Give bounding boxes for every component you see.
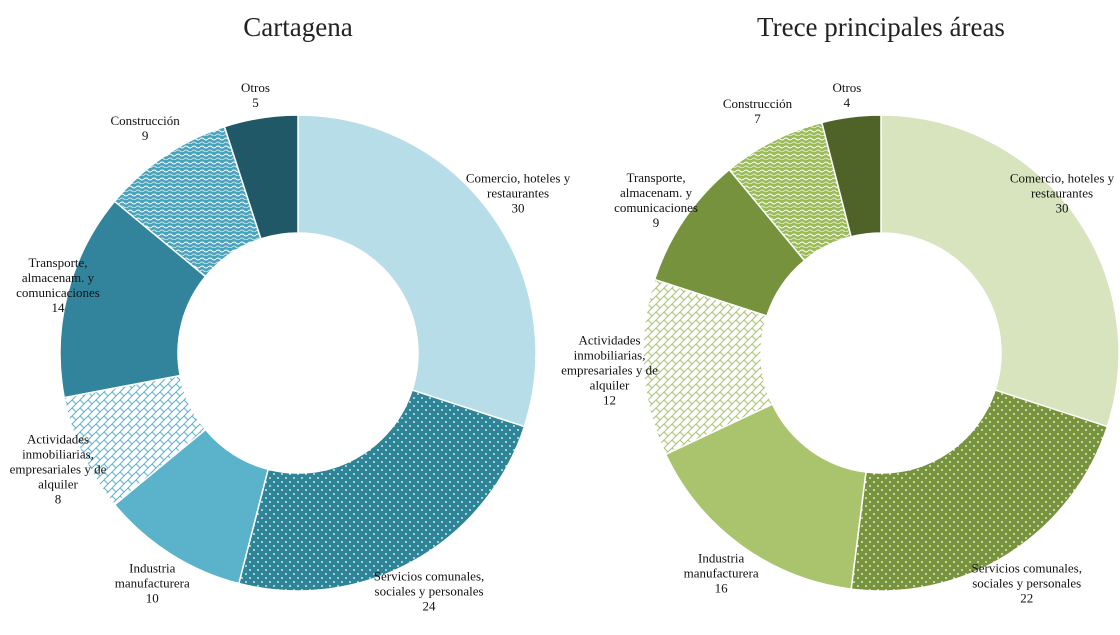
category-label: Construcción: [110, 113, 180, 129]
donut-slice: [59, 200, 207, 399]
donut-slice: [664, 403, 867, 590]
category-label: Industria manufacturera: [114, 560, 190, 591]
chart-title: Cartagena: [243, 12, 353, 42]
value-label: 5: [252, 95, 259, 110]
value-label: 30: [511, 200, 525, 216]
slice-label: Comercio, hoteles y restaurantes 30: [1006, 171, 1118, 216]
category-label: Actividades inmobiliarias, empresariales…: [9, 431, 107, 492]
chart-title: Trece principales áreas: [757, 12, 1005, 42]
slice-label: Transporte, almacenam. y comunicaciones 9: [600, 170, 712, 230]
category-label: Comercio, hoteles y restaurantes: [1009, 170, 1115, 201]
value-label: 14: [51, 300, 65, 316]
value-label: 9: [652, 215, 660, 231]
slice-label: Servicios comunales, sociales y personal…: [971, 560, 1083, 605]
donut-slice: [850, 389, 1109, 592]
slice-label: Servicios comunales, sociales y personal…: [373, 569, 485, 614]
value-label: 12: [603, 392, 617, 408]
value-label: 7: [754, 110, 761, 126]
category-label: Transporte, almacenam. y comunicaciones: [614, 170, 698, 216]
slice-label: Actividades inmobiliarias, empresariales…: [554, 333, 666, 408]
donut-slice: [880, 114, 1120, 428]
slice-label: Otros 5: [199, 80, 311, 110]
category-label: Actividades inmobiliarias, empresariales…: [561, 332, 658, 393]
category-label: Comercio, hoteles y restaurantes: [465, 170, 571, 201]
category-label: Servicios comunales, sociales y personal…: [373, 568, 485, 599]
value-label: 22: [1020, 590, 1034, 606]
slice-label: Otros 4: [791, 80, 903, 110]
donut-slice: [223, 114, 299, 240]
slice-label: Comercio, hoteles y restaurantes 30: [462, 171, 574, 216]
value-label: 9: [141, 128, 149, 144]
donut-slice: [237, 389, 526, 592]
donut-slice: [820, 114, 882, 238]
slice-label: Construcción 7: [702, 96, 814, 126]
slice-label: Industria manufacturera 16: [665, 551, 777, 596]
value-label: 30: [1055, 200, 1069, 216]
category-label: Otros: [240, 80, 270, 95]
value-label: 10: [145, 590, 159, 606]
slice-label: Industria manufacturera 10: [96, 560, 208, 605]
donut-slice: [297, 114, 537, 428]
slice-label: Transporte, almacenam. y comunicaciones 1…: [2, 255, 114, 315]
category-label: Construcción: [722, 95, 793, 111]
slice-label: Actividades inmobiliarias, empresariales…: [2, 431, 114, 506]
category-label: Transporte, almacenam. y comunicaciones: [16, 255, 100, 301]
value-label: 16: [714, 580, 728, 596]
value-label: 24: [422, 598, 436, 614]
category-label: Otros: [832, 80, 862, 95]
slice-label: Construcción 9: [89, 113, 201, 143]
category-label: Servicios comunales, sociales y personal…: [971, 560, 1082, 591]
value-label: 8: [54, 491, 62, 507]
value-label: 4: [843, 95, 851, 110]
category-label: Industria manufacturera: [683, 550, 759, 581]
